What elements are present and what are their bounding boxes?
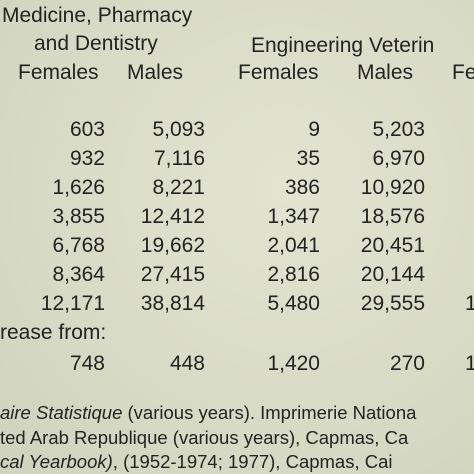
footnote-1-title: aire Statistique xyxy=(0,402,123,423)
cell-females-1: 3,855 xyxy=(52,205,105,228)
cell-males-2: 29,555 xyxy=(360,292,425,315)
cell-females-2: 5,480 xyxy=(267,292,320,315)
cell-males-1: 27,415 xyxy=(140,263,205,286)
cell-females-1: 12,171 xyxy=(40,292,105,315)
cell-males-2: 10,920 xyxy=(360,176,425,199)
cell-males-1: 12,412 xyxy=(140,205,205,228)
increase-females-3-partial: 1 xyxy=(465,352,474,375)
increase-label: rease from: xyxy=(0,321,107,344)
cell-males-1: 5,093 xyxy=(152,118,205,141)
footnote-3-text: , (1952-1974; 1977), Capmas, Cai xyxy=(112,451,393,472)
cell-females-2: 2,041 xyxy=(267,234,320,257)
cell-males-2: 20,144 xyxy=(360,263,425,286)
cell-females-2: 1,347 xyxy=(267,205,320,228)
cell-males-1: 19,662 xyxy=(140,234,205,257)
increase-females-1: 748 xyxy=(69,352,105,375)
increase-males-1: 448 xyxy=(169,352,205,375)
cell-females-1: 603 xyxy=(69,118,105,141)
cell-males-2: 18,576 xyxy=(360,205,425,228)
cell-females-2: 386 xyxy=(284,176,320,199)
col-header-females-2: Females xyxy=(238,61,319,84)
increase-females-2: 1,420 xyxy=(267,352,320,375)
cell-females-2: 9 xyxy=(308,118,320,141)
header-medicine-line2: and Dentistry xyxy=(34,32,158,55)
cell-females-1: 1,626 xyxy=(52,176,105,199)
col-header-females-3-partial: Fe xyxy=(452,61,474,84)
cell-males-2: 20,451 xyxy=(360,234,425,257)
cell-females-3-partial: 1 xyxy=(465,292,474,315)
increase-males-2: 270 xyxy=(389,352,425,375)
cell-females-1: 8,364 xyxy=(52,263,105,286)
header-engineering-line1: Engineering Veterin xyxy=(251,34,435,57)
footnote-3-title: cal Yearbook) xyxy=(0,451,113,472)
col-header-females-1: Females xyxy=(18,61,99,84)
cell-females-2: 2,816 xyxy=(267,263,320,286)
cell-males-1: 7,116 xyxy=(154,147,205,170)
footnote-line-3: cal Yearbook), (1952-1974; 1977), Capmas… xyxy=(0,451,393,472)
col-header-males-2: Males xyxy=(357,61,414,84)
col-header-males-1: Males xyxy=(127,61,184,84)
footnote-1-text: (various years). Imprimerie Nationa xyxy=(122,402,417,423)
cell-males-1: 38,814 xyxy=(140,292,205,315)
cell-males-1: 8,221 xyxy=(152,176,205,199)
cell-females-1: 6,768 xyxy=(52,234,105,257)
cell-males-2: 5,203 xyxy=(372,118,425,141)
footnote-line-1: aire Statistique (various years). Imprim… xyxy=(0,402,417,423)
footnote-line-2: ted Arab Republique (various years), Cap… xyxy=(0,427,409,448)
cell-females-2: 35 xyxy=(296,147,320,170)
cell-females-1: 932 xyxy=(69,147,105,170)
cell-males-2: 6,970 xyxy=(372,147,425,170)
header-medicine-line1: Medicine, Pharmacy xyxy=(2,4,193,27)
